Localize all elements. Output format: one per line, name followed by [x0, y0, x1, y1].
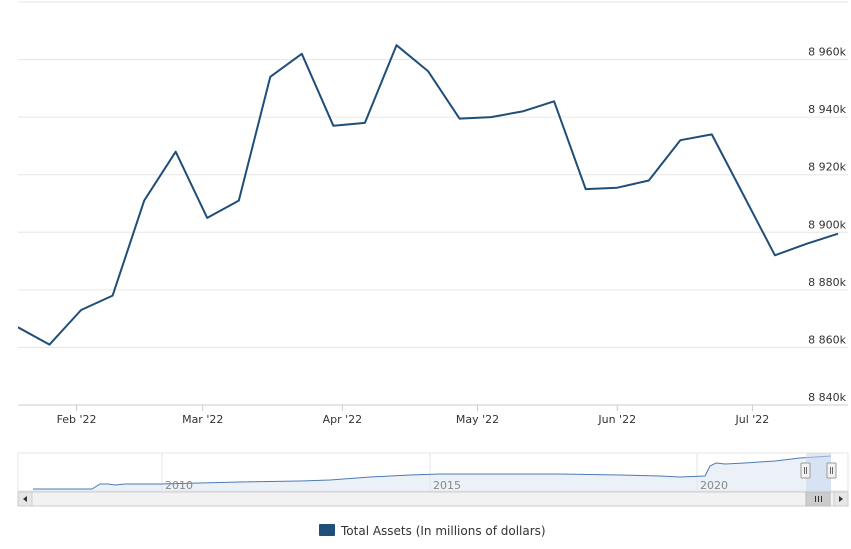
y-tick-label: 8 880k — [808, 276, 846, 289]
navigator[interactable]: 2010 2015 2020 — [17, 452, 849, 492]
navigator-handle-left[interactable] — [800, 462, 811, 479]
navigator-year-label: 2015 — [433, 479, 461, 492]
scrollbar[interactable] — [17, 491, 849, 507]
navigator-line — [33, 455, 832, 490]
y-tick-label: 8 860k — [808, 333, 846, 346]
grip-lines-icon — [815, 496, 822, 502]
series-layer — [18, 44, 839, 346]
navigator-year-label: 2010 — [165, 479, 193, 492]
navigator-year-label: 2020 — [700, 479, 728, 492]
y-tick-label: 8 940k — [808, 103, 846, 116]
y-tick-label: 8 840k — [808, 391, 846, 404]
x-tick-label: Mar '22 — [182, 413, 223, 426]
y-axis: 8 840k 8 860k 8 880k 8 900k 8 920k 8 940k 8 96… — [808, 46, 846, 404]
scroll-left-button[interactable] — [17, 491, 33, 507]
x-tick-label: Jun '22 — [597, 413, 636, 426]
triangle-left-icon — [23, 496, 27, 502]
scrollbar-track[interactable] — [17, 491, 849, 507]
legend-label: Total Assets (In millions of dollars) — [340, 524, 546, 538]
y-tick-label: 8 900k — [808, 218, 846, 231]
navigator-year-labels: 2010 2015 2020 — [165, 479, 728, 492]
x-tick-label: May '22 — [456, 413, 499, 426]
x-axis: Feb '22 Mar '22 Apr '22 May '22 Jun '22 Jul '… — [18, 404, 848, 426]
y-tick-label: 8 920k — [808, 161, 846, 174]
legend[interactable]: Total Assets (In millions of dollars) — [319, 524, 546, 538]
x-tick-label: Feb '22 — [57, 413, 97, 426]
series-line[interactable] — [18, 44, 839, 346]
x-tick-label: Apr '22 — [323, 413, 363, 426]
x-tick-label: Jul '22 — [734, 413, 769, 426]
legend-swatch — [319, 524, 335, 536]
scroll-right-button[interactable] — [833, 491, 849, 507]
triangle-right-icon — [839, 496, 843, 502]
navigator-handle-right[interactable] — [826, 462, 837, 479]
grid-lines — [18, 1, 848, 406]
scrollbar-thumb[interactable] — [805, 491, 831, 507]
y-tick-label: 8 960k — [808, 46, 846, 59]
